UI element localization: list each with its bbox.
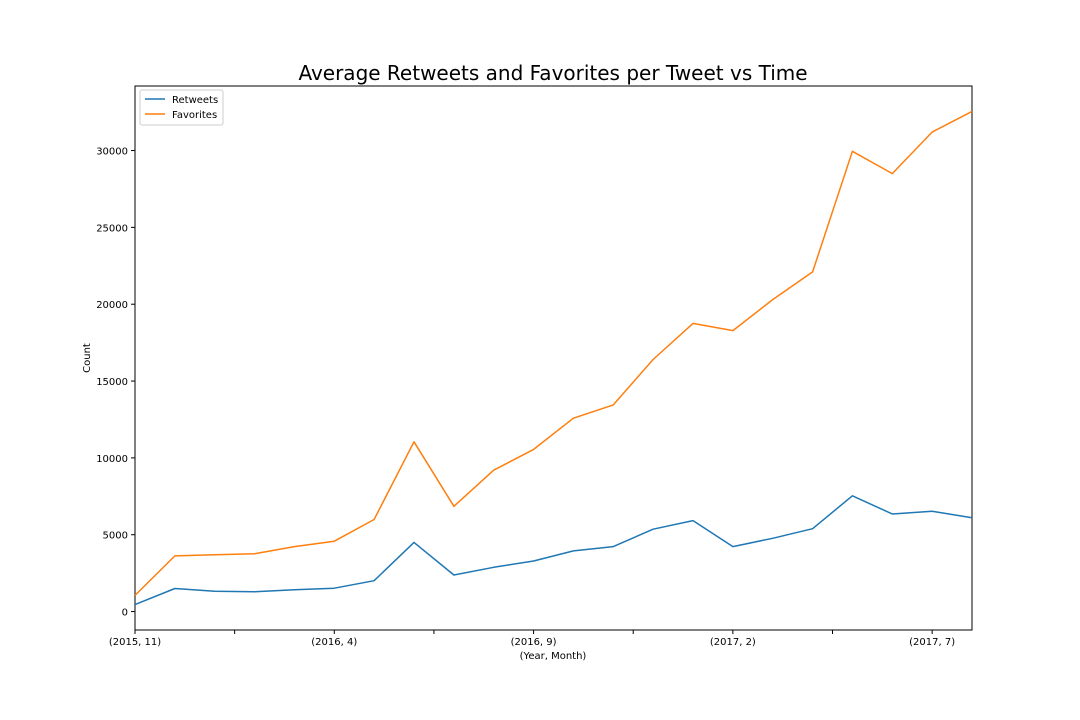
y-axis-label: Count bbox=[82, 343, 93, 373]
x-axis-ticks: (2015, 11) (2016, 4) (2016, 9) (2017, 2) (20… bbox=[109, 630, 955, 648]
x-tick-label: (2016, 9) bbox=[511, 637, 557, 648]
series-line-retweets bbox=[134, 495, 973, 606]
y-tick-label: 20000 bbox=[96, 300, 128, 311]
x-tick-label: (2016, 4) bbox=[311, 637, 357, 648]
y-tick-label: 0 bbox=[122, 608, 128, 619]
y-tick-label: 10000 bbox=[96, 454, 128, 465]
legend: Retweets Favorites bbox=[139, 89, 224, 126]
y-axis-ticks: 0 5000 10000 15000 20000 25000 30000 bbox=[96, 147, 135, 619]
plot-area-frame bbox=[134, 85, 973, 631]
y-tick-label: 25000 bbox=[96, 223, 128, 234]
x-tick-label: (2017, 2) bbox=[710, 637, 756, 648]
legend-label-favorites: Favorites bbox=[172, 110, 217, 121]
x-axis-label: (Year, Month) bbox=[520, 651, 587, 662]
x-tick-label: (2017, 7) bbox=[909, 637, 955, 648]
y-tick-label: 30000 bbox=[96, 147, 128, 158]
y-tick-label: 5000 bbox=[103, 531, 128, 542]
series-line-favorites bbox=[134, 110, 973, 596]
y-tick-label: 15000 bbox=[96, 377, 128, 388]
legend-label-retweets: Retweets bbox=[172, 95, 218, 106]
series-group bbox=[134, 110, 973, 606]
x-tick-label: (2015, 11) bbox=[109, 637, 161, 648]
chart-title: Average Retweets and Favorites per Tweet… bbox=[298, 61, 807, 85]
